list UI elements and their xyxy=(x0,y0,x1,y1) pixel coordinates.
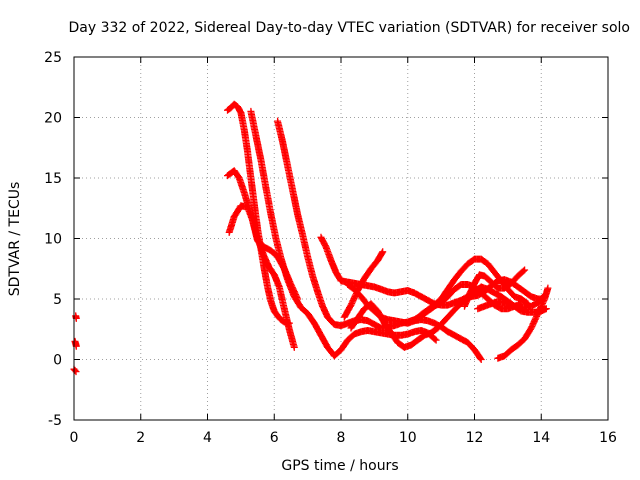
series-arc-2 xyxy=(71,337,80,350)
x-tick-label: 2 xyxy=(136,430,145,446)
x-tick-label: 4 xyxy=(203,430,212,446)
series-arc-1 xyxy=(72,312,80,322)
data-series xyxy=(70,100,552,376)
series-arc-14 xyxy=(461,266,529,310)
y-tick-label: 0 xyxy=(53,353,62,369)
data-point-markers xyxy=(247,107,440,360)
x-tick-label: 14 xyxy=(532,430,550,446)
data-point-markers xyxy=(461,266,529,310)
data-point-markers xyxy=(344,281,485,363)
data-point-markers xyxy=(474,291,549,313)
x-tick-label: 6 xyxy=(270,430,279,446)
y-tick-label: 10 xyxy=(44,232,62,248)
x-axis-label: GPS time / hours xyxy=(281,458,398,474)
y-tick-label: 5 xyxy=(53,292,62,308)
series-arc-16 xyxy=(474,291,549,313)
y-tick-label: 15 xyxy=(44,171,62,187)
y-tick-label: 25 xyxy=(44,50,62,66)
y-axis-label: SDTVAR / TECUs xyxy=(7,182,23,297)
x-tick-label: 12 xyxy=(466,430,484,446)
series-arc-12 xyxy=(344,281,485,363)
axis-ticks: 0 2 4 6 8 10 12 14 16 -5 0 5 10 15 20 25 xyxy=(44,50,617,446)
data-point-markers xyxy=(410,255,532,325)
data-point-markers xyxy=(71,337,80,350)
chart-title: Day 332 of 2022, Sidereal Day-to-day VTE… xyxy=(68,20,630,36)
y-tick-label: 20 xyxy=(44,111,62,127)
x-tick-label: 0 xyxy=(70,430,79,446)
data-point-markers xyxy=(72,312,80,322)
x-tick-label: 8 xyxy=(337,430,346,446)
series-arc-13 xyxy=(410,255,532,325)
series-arc-7 xyxy=(247,107,440,360)
y-tick-label: -5 xyxy=(48,413,62,429)
x-tick-label: 16 xyxy=(599,430,617,446)
x-tick-label: 10 xyxy=(399,430,417,446)
